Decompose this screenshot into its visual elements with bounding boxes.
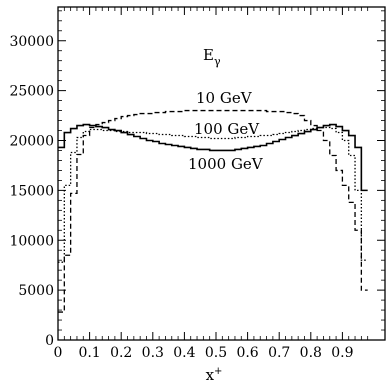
- x-tick-label: 0.1: [78, 345, 100, 361]
- x-tick-label: 0.4: [173, 345, 195, 361]
- x-axis-title: x+: [206, 366, 223, 384]
- plot-frame: [57, 6, 386, 341]
- x-tick-label: 0.7: [268, 345, 290, 361]
- axis-ticks: [57, 7, 385, 341]
- y-tick-label: 0: [45, 333, 54, 349]
- y-tick-label: 5000: [18, 283, 54, 299]
- series-layer: [58, 109, 368, 313]
- series-dotted-histogram: [58, 126, 368, 263]
- tick-labels: 0 0.1 0.2 0.3 0.4 0.5 0.6 0.7 0.8 0.9 0 5000 10000 15…: [9, 34, 353, 361]
- y-tick-label: 15000: [9, 183, 54, 199]
- x-tick-label: 0.2: [110, 345, 132, 361]
- x-tick-label: 0.5: [205, 345, 227, 361]
- energy-annotation: Eγ: [203, 46, 221, 68]
- y-tick-label: 10000: [9, 233, 54, 249]
- series-dashed-histogram: [58, 109, 368, 313]
- x-tick-label: 0.8: [300, 345, 322, 361]
- label-1000-gev: 1000 GeV: [188, 155, 264, 173]
- label-10-gev: 10 GeV: [196, 89, 253, 107]
- x-tick-label: 0.9: [331, 345, 353, 361]
- x-tick-label: 0.6: [236, 345, 258, 361]
- label-100-gev: 100 GeV: [194, 120, 260, 138]
- x-tick-label: 0: [54, 345, 63, 361]
- y-tick-label: 20000: [9, 134, 54, 150]
- x-tick-label: 0.3: [142, 345, 164, 361]
- y-tick-label: 25000: [9, 84, 54, 100]
- y-tick-label: 30000: [9, 34, 54, 50]
